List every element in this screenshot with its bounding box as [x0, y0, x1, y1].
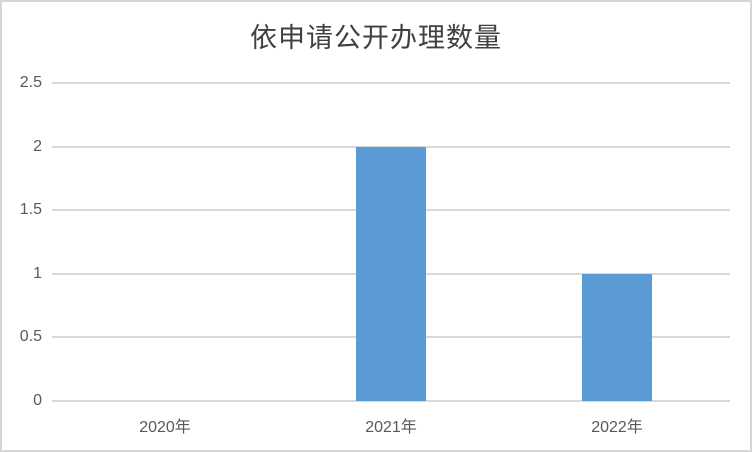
x-tick-label: 2020年 [139, 419, 191, 436]
x-tick-label: 2022年 [591, 419, 643, 436]
bar-2022年 [582, 274, 652, 401]
x-tick-label: 2021年 [365, 419, 417, 436]
bar-2021年 [356, 147, 426, 401]
y-tick-label: 2 [33, 137, 42, 155]
y-tick-label: 0 [33, 392, 42, 409]
y-tick-label: 0.5 [19, 328, 42, 346]
y-tick-label: 2.5 [19, 74, 42, 91]
y-tick-label: 1 [33, 264, 42, 282]
gridline [52, 82, 730, 84]
y-tick-label: 1.5 [19, 201, 42, 219]
gridline [52, 145, 730, 148]
plot-area [52, 82, 730, 402]
x-axis-line [52, 400, 730, 402]
chart-title: 依申请公开办理数量 [250, 23, 502, 54]
